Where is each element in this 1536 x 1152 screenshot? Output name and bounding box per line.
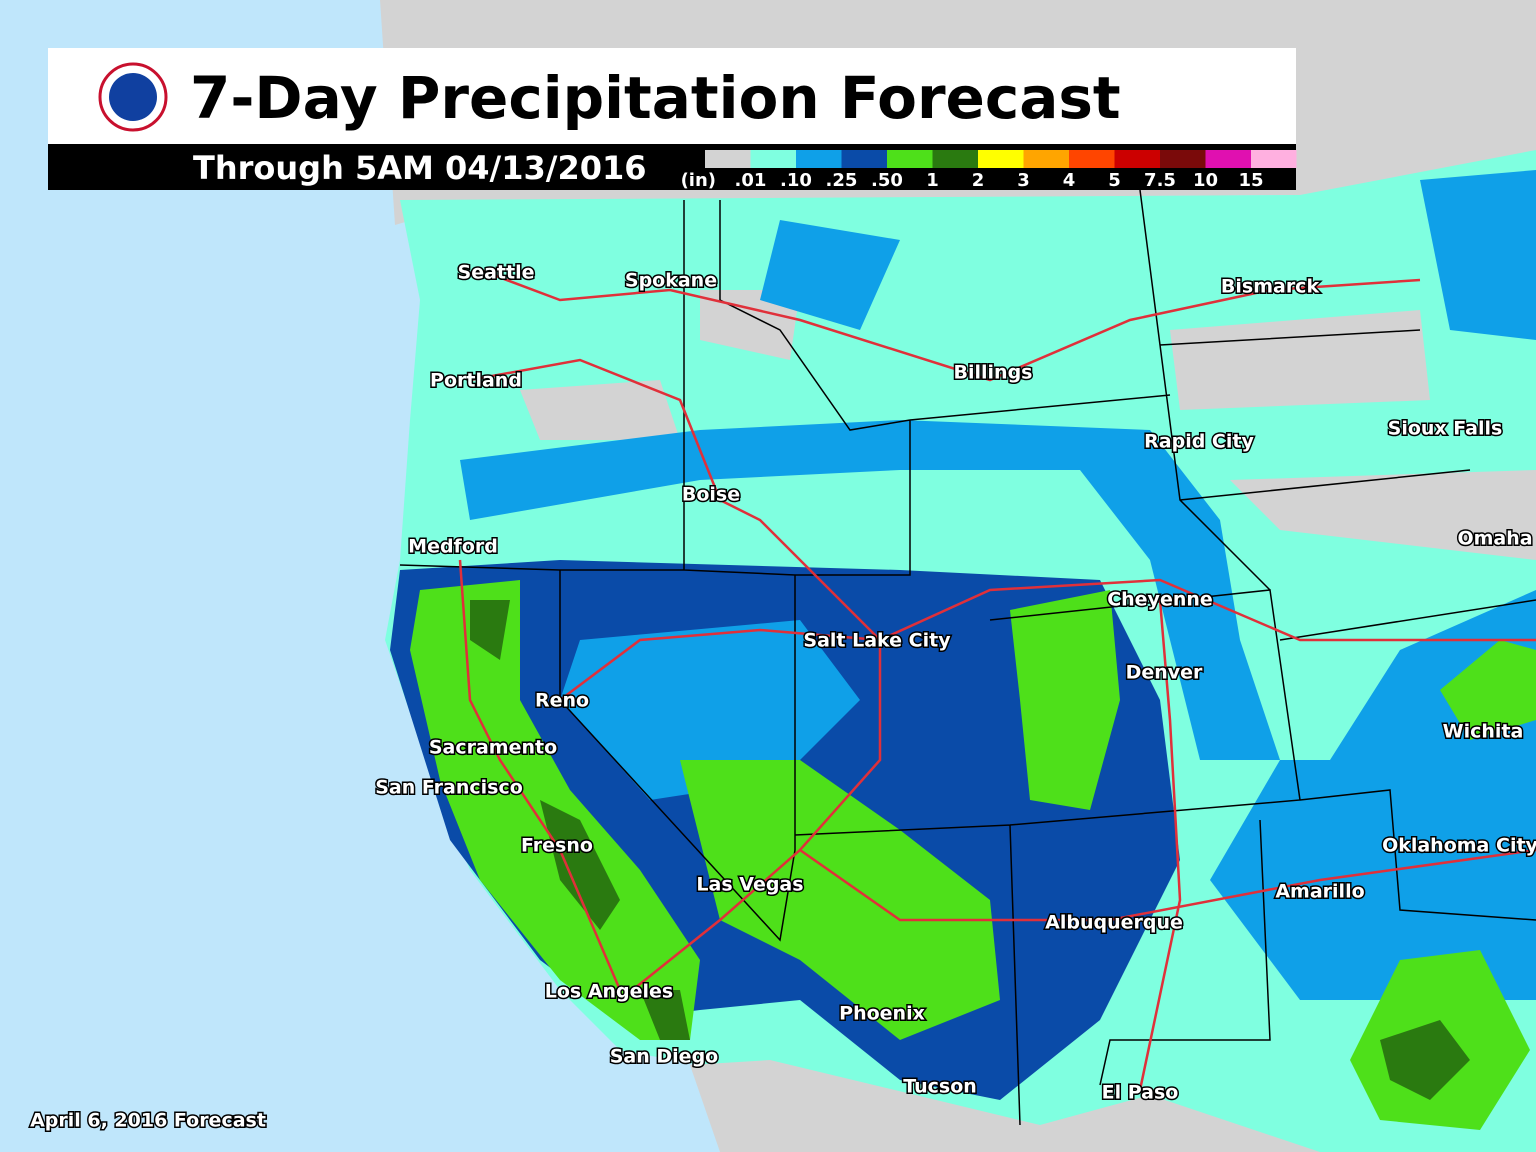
- legend-label: 5: [1108, 170, 1121, 191]
- city-label: San Diego: [610, 1046, 718, 1068]
- city-label: Wichita: [1443, 721, 1524, 743]
- city-label: Omaha: [1457, 528, 1532, 550]
- city-label: Oklahoma City: [1382, 835, 1536, 857]
- city-label: Albuquerque: [1045, 912, 1183, 934]
- legend-label: .10: [780, 170, 812, 191]
- legend: .01 .10 .25 .50 1 2 3 4 5 7.5 10 15: [705, 150, 1297, 191]
- footer: April 6, 2016 Forecast: [30, 1110, 266, 1132]
- legend-swatch: [978, 150, 1024, 168]
- city-label: Sioux Falls: [1388, 418, 1503, 440]
- legend-swatch: [1023, 150, 1069, 168]
- legend-swatch: [841, 150, 887, 168]
- city-label: El Paso: [1102, 1082, 1179, 1104]
- city-label: Billings: [954, 362, 1033, 384]
- city-label: Spokane: [625, 270, 717, 292]
- blue-areas: [460, 170, 1536, 1000]
- highways: [458, 268, 1536, 1091]
- city-label: Cheyenne: [1107, 589, 1213, 611]
- legend-label: .01: [735, 170, 767, 191]
- city-label: Rapid City: [1144, 431, 1254, 453]
- legend-swatch: [1251, 150, 1297, 168]
- legend-label: 15: [1238, 170, 1263, 191]
- subtitle: Through 5AM 04/13/2016: [193, 149, 647, 187]
- city-label: Denver: [1126, 662, 1203, 684]
- legend-label: 1: [926, 170, 939, 191]
- legend-swatch: [796, 150, 842, 168]
- city-label: Seattle: [458, 262, 535, 284]
- legend-swatch: [1114, 150, 1160, 168]
- city-label: Fresno: [521, 835, 593, 857]
- legend-swatch: [750, 150, 796, 168]
- green-areas: [410, 580, 1536, 1130]
- legend-label: 2: [972, 170, 985, 191]
- city-label: Boise: [682, 484, 740, 506]
- city-label: Portland: [430, 370, 522, 392]
- city-label: Amarillo: [1275, 881, 1364, 903]
- city-label: Medford: [408, 536, 498, 558]
- legend-label: 10: [1193, 170, 1218, 191]
- title: 7-Day Precipitation Forecast: [190, 64, 1121, 132]
- legend-swatch: [932, 150, 978, 168]
- city-label: Bismarck: [1221, 276, 1320, 298]
- city-label: Los Angeles: [545, 981, 674, 1003]
- title-banner: [48, 48, 1296, 144]
- legend-label: .25: [826, 170, 858, 191]
- city-label: Sacramento: [429, 737, 557, 759]
- legend-label: 7.5: [1144, 170, 1176, 191]
- legend-label: 4: [1063, 170, 1076, 191]
- legend-label: .50: [871, 170, 903, 191]
- legend-swatch: [1160, 150, 1206, 168]
- legend-swatch: [1205, 150, 1251, 168]
- legend-swatch: [1069, 150, 1115, 168]
- dry-areas: [520, 290, 1536, 560]
- city-label: Salt Lake City: [803, 630, 951, 652]
- legend-unit: (in): [681, 170, 716, 191]
- city-labels: Seattle Spokane Portland Billings Bismarck Ra…: [374, 260, 1536, 1105]
- nws-logo-inner: [109, 73, 157, 121]
- city-label: Phoenix: [839, 1003, 925, 1025]
- legend-label: 3: [1017, 170, 1030, 191]
- mexico: [690, 1060, 1320, 1152]
- legend-swatch: [705, 150, 751, 168]
- city-label: Reno: [535, 690, 589, 712]
- city-label: Tucson: [903, 1076, 977, 1098]
- nevada-blue: [560, 620, 860, 800]
- city-label: Las Vegas: [696, 874, 803, 896]
- legend-swatch: [887, 150, 933, 168]
- city-label: San Francisco: [375, 777, 523, 799]
- state-borders: [399, 189, 1536, 1126]
